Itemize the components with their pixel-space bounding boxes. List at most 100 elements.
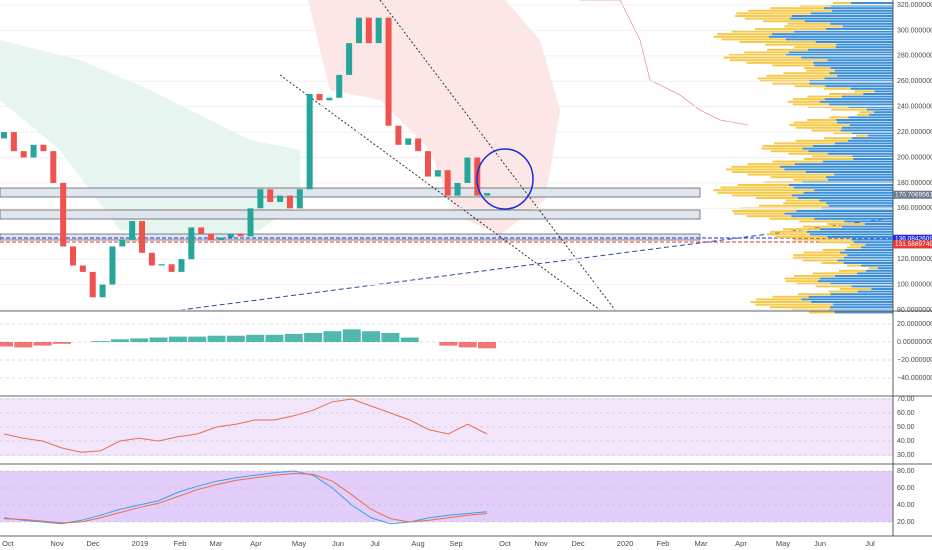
macd-bar [478, 342, 496, 349]
profile-bar [815, 285, 852, 288]
profile-bar [866, 108, 893, 111]
candle [296, 189, 303, 209]
x-tick-label: Nov [534, 539, 548, 548]
candle [484, 193, 491, 196]
profile-bar [747, 163, 795, 166]
profile-bar [830, 306, 893, 309]
profile-bar [792, 103, 830, 106]
profile-bar [851, 238, 893, 241]
profile-bar [856, 272, 893, 275]
profile-bar [812, 272, 857, 275]
profile-bar [762, 145, 813, 147]
profile-bar [721, 38, 786, 41]
profile-bar [848, 139, 893, 142]
profile-bar [757, 77, 825, 80]
profile-bar [826, 28, 893, 30]
profile-bar [720, 186, 794, 189]
profile-bar [782, 228, 820, 231]
profile-bar [789, 124, 850, 127]
profile-bar [836, 119, 893, 121]
profile-bar [735, 15, 792, 17]
profile-bar [736, 12, 811, 15]
x-tick-label: Jun [332, 539, 344, 548]
profile-bar [775, 236, 828, 238]
profile-bar [826, 202, 893, 205]
macd-bar [323, 331, 342, 342]
profile-bar [789, 17, 893, 20]
profile-bar [817, 280, 893, 283]
macd-bar [130, 338, 149, 342]
x-tick-label: Dec [571, 539, 585, 548]
y-tick-label: 60.00 [897, 485, 915, 492]
profile-bar [808, 48, 893, 51]
candle [237, 233, 244, 237]
profile-bar [737, 184, 789, 186]
profile-bar [744, 17, 790, 20]
profile-bar [787, 22, 831, 25]
profile-bar [772, 33, 893, 36]
profile-bar [767, 233, 811, 236]
profile-bar [826, 176, 893, 179]
profile-bar [755, 303, 834, 306]
profile-bar [823, 87, 851, 90]
candle [415, 138, 422, 152]
price-tag-label: 131.58897495 [895, 241, 932, 248]
profile-bar [846, 264, 862, 267]
profile-bar [770, 176, 827, 179]
x-tick-label: 2019 [132, 539, 149, 548]
profile-bar [772, 64, 815, 67]
profile-bar [808, 150, 893, 153]
profile-bar [801, 298, 893, 301]
profile-bar [837, 121, 893, 124]
profile-bar [788, 184, 893, 186]
y-tick-label: 220.00000000 [897, 129, 932, 136]
profile-bar [865, 269, 893, 272]
profile-bar [829, 72, 893, 75]
macd-bar [246, 334, 265, 342]
profile-bar [794, 30, 893, 33]
candle [306, 93, 313, 190]
profile-bar [785, 38, 893, 41]
profile-bar [853, 158, 893, 160]
profile-bar [807, 230, 893, 233]
profile-bar [803, 251, 841, 254]
candle [424, 151, 431, 177]
profile-bar [803, 158, 854, 160]
profile-bar [822, 249, 846, 251]
rsi_pane-line [3, 398, 488, 453]
profile-bar [833, 132, 852, 134]
profile-bar [746, 215, 792, 218]
profile-bar [853, 241, 893, 244]
profile-bar [837, 74, 893, 77]
profile-bar [869, 113, 893, 116]
profile-bar [788, 51, 893, 54]
stoch_pane-line [3, 470, 488, 525]
stoch_pane-line [3, 473, 488, 524]
profile-bar [791, 194, 893, 197]
profile-bar [835, 46, 893, 49]
macd-bar [0, 342, 13, 347]
profile-bar [804, 20, 893, 23]
profile-bar [783, 72, 830, 75]
profile-bar [772, 295, 809, 298]
profile-bar [784, 212, 893, 215]
profile-bar [802, 147, 893, 150]
candle [464, 157, 471, 183]
profile-bar [834, 311, 893, 314]
profile-bar [852, 155, 893, 158]
candle [1, 132, 7, 139]
profile-bar [851, 137, 893, 140]
candle [188, 227, 195, 260]
candle [139, 221, 146, 253]
profile-bar [785, 54, 893, 56]
price-tag [893, 190, 932, 199]
profile-bar [835, 142, 893, 145]
profile-bar [851, 132, 893, 134]
macd-bar [14, 342, 33, 348]
profile-bar [733, 212, 785, 215]
y-tick-label: 20.00000000 [897, 321, 932, 328]
profile-bar [797, 197, 893, 199]
profile-bar [819, 100, 893, 103]
